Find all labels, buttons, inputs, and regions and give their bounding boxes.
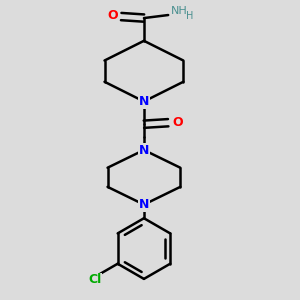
Text: NH: NH: [170, 6, 187, 16]
Text: O: O: [107, 9, 118, 22]
Text: H: H: [186, 11, 194, 21]
Text: N: N: [139, 143, 149, 157]
Text: Cl: Cl: [88, 273, 101, 286]
Text: O: O: [172, 116, 183, 129]
Text: N: N: [139, 198, 149, 211]
Text: N: N: [139, 95, 149, 108]
